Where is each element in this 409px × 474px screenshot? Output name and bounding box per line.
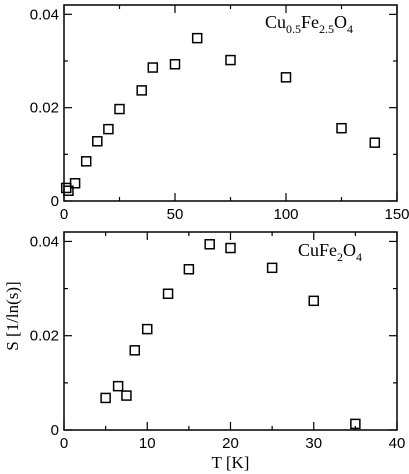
panel-top: 0 50 100 150 0 0.02 0.04 Cu0.5Fe2.5O4: [30, 4, 409, 223]
annotation-text: Cu: [265, 12, 286, 32]
annotation-subscript: 2.5: [319, 22, 334, 36]
data-point: [129, 345, 141, 356]
series-annotation: Cu0.5Fe2.5O4: [265, 12, 353, 36]
data-point: [136, 85, 147, 96]
data-point: [225, 242, 236, 254]
data-point: [191, 32, 203, 44]
y-tick-label: 0.02: [30, 328, 59, 345]
annotation-text: O: [343, 240, 356, 260]
annotation-text: O: [334, 12, 347, 32]
y-tick-label: 0: [51, 193, 59, 210]
data-point: [142, 323, 153, 335]
y-tick-label: 0.04: [30, 6, 59, 23]
data-point: [169, 59, 181, 70]
data-point: [369, 137, 381, 148]
x-tick-label: 10: [139, 435, 156, 452]
annotation-subscript: 4: [356, 250, 362, 264]
data-point: [80, 156, 92, 167]
data-point: [162, 288, 174, 300]
x-tick-label: 50: [167, 206, 184, 223]
x-tick-label: 30: [305, 435, 322, 452]
data-point: [63, 185, 74, 196]
data-point: [114, 103, 125, 115]
data-point: [103, 123, 114, 135]
data-point: [100, 392, 111, 404]
data-point: [69, 178, 81, 189]
x-axis-label: T [K]: [212, 453, 250, 472]
y-tick-label: 0: [51, 422, 59, 439]
y-axis-label: S [1/ln(s)]: [3, 281, 22, 350]
plot-frame: [63, 231, 398, 431]
x-tick-label: 100: [273, 206, 298, 223]
data-point: [112, 380, 124, 392]
x-tick-label: 0: [60, 435, 68, 452]
annotation-subscript: 2: [337, 250, 343, 264]
data-point: [60, 182, 72, 194]
data-point: [225, 54, 236, 66]
annotation-subscript: 4: [347, 22, 353, 36]
data-point: [350, 418, 361, 430]
data-point: [147, 62, 159, 73]
data-point: [308, 295, 319, 307]
x-tick-label: 20: [222, 435, 239, 452]
panel-bottom: 0 10 20 30 40 0 0.02 0.04 CuFe2O4 T [K]: [30, 231, 406, 472]
x-tick-label: 0: [60, 206, 68, 223]
x-tick-label: 150: [384, 206, 409, 223]
data-point: [336, 122, 347, 134]
data-point: [92, 136, 103, 147]
data-point: [183, 263, 195, 275]
x-tick-label: 40: [389, 435, 406, 452]
y-tick-label: 0.02: [30, 100, 59, 117]
annotation-text: CuFe: [298, 240, 337, 260]
data-point: [204, 239, 215, 250]
data-point: [266, 262, 278, 274]
series-annotation: CuFe2O4: [298, 240, 362, 264]
annotation-subscript: 0.5: [286, 22, 301, 36]
data-point: [280, 72, 292, 83]
annotation-text: Fe: [301, 12, 319, 32]
y-tick-label: 0.04: [30, 233, 59, 250]
data-point: [121, 390, 132, 401]
